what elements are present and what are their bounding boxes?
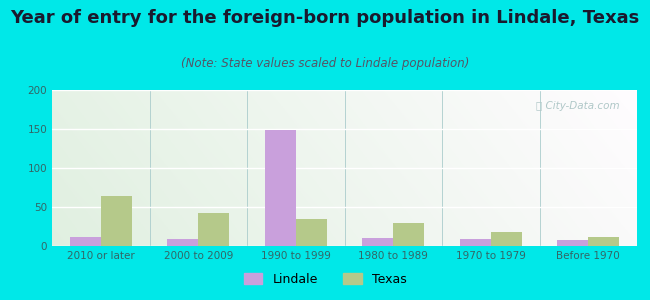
- Text: Year of entry for the foreign-born population in Lindale, Texas: Year of entry for the foreign-born popul…: [10, 9, 640, 27]
- Bar: [393, 224, 424, 246]
- Bar: [167, 239, 198, 246]
- Bar: [296, 220, 327, 246]
- Bar: [362, 238, 393, 246]
- Text: (Note: State values scaled to Lindale population): (Note: State values scaled to Lindale po…: [181, 57, 469, 70]
- Bar: [265, 130, 296, 246]
- Bar: [460, 239, 491, 246]
- Bar: [198, 213, 229, 246]
- Legend: Lindale, Texas: Lindale, Texas: [239, 268, 411, 291]
- Bar: [70, 237, 101, 246]
- Bar: [101, 196, 132, 246]
- Bar: [557, 240, 588, 246]
- Bar: [588, 237, 619, 246]
- Bar: [491, 232, 522, 246]
- Text: ⓘ City-Data.com: ⓘ City-Data.com: [536, 101, 619, 111]
